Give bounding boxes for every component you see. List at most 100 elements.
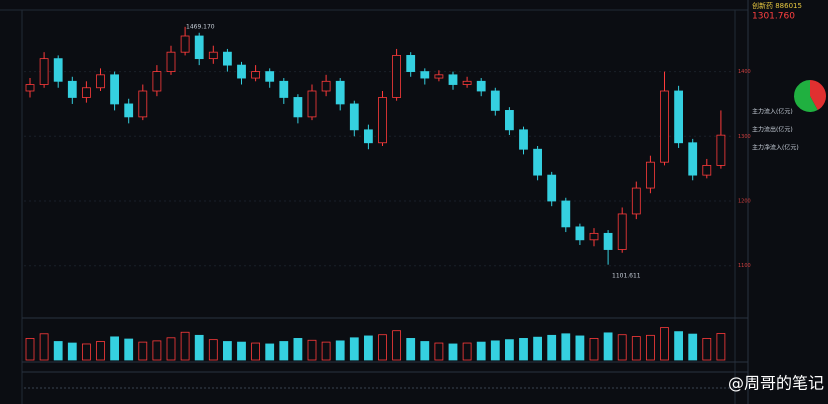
flow-out-label: 主力流出(亿元) bbox=[752, 126, 793, 134]
volume-bar bbox=[448, 343, 458, 361]
volume-bar bbox=[504, 339, 514, 361]
volume-bar bbox=[152, 340, 162, 361]
candle-body bbox=[533, 148, 542, 176]
candle-body bbox=[152, 71, 162, 92]
volume-bar bbox=[631, 336, 641, 361]
volume-bar bbox=[660, 327, 669, 361]
candle-body bbox=[660, 90, 669, 163]
volume-bar bbox=[265, 343, 275, 361]
volume-bar bbox=[420, 341, 430, 361]
candle-body bbox=[448, 74, 458, 85]
candle-body bbox=[349, 103, 359, 131]
candle-body bbox=[716, 134, 726, 166]
candle-body bbox=[138, 90, 148, 118]
volume-bar bbox=[166, 337, 176, 361]
volume-bar bbox=[519, 338, 528, 361]
candle-body bbox=[631, 187, 641, 215]
volume-bar bbox=[222, 341, 232, 361]
volume-bar bbox=[180, 331, 190, 361]
candle-body bbox=[166, 51, 176, 72]
candle-body bbox=[519, 129, 528, 150]
candle-body bbox=[251, 71, 261, 79]
candle-body bbox=[180, 35, 190, 53]
volume-bar bbox=[138, 341, 148, 361]
candle-body bbox=[124, 103, 134, 118]
stock-name: 创新药 886015 bbox=[752, 1, 802, 10]
volume-bar bbox=[25, 338, 35, 361]
candle-body bbox=[363, 129, 373, 144]
volume-bar bbox=[716, 333, 726, 361]
candle-body bbox=[434, 74, 444, 79]
volume-bar bbox=[194, 334, 204, 361]
high-annotation: 1469.170 bbox=[186, 24, 215, 31]
volume-bar bbox=[406, 338, 416, 361]
candle-body bbox=[575, 226, 585, 241]
volume-bar bbox=[39, 333, 49, 361]
volume-bar bbox=[476, 341, 486, 361]
candle-body bbox=[702, 165, 712, 176]
volume-bar bbox=[575, 335, 585, 361]
candle-body bbox=[674, 90, 683, 144]
volume-bar bbox=[124, 338, 134, 361]
candle-body bbox=[279, 80, 289, 98]
volume-bar bbox=[378, 334, 387, 361]
volume-bar bbox=[53, 341, 63, 361]
candle-body bbox=[25, 84, 35, 92]
volume-bar bbox=[462, 342, 472, 361]
volume-bar bbox=[67, 342, 77, 361]
flow-pie-slice bbox=[810, 80, 826, 111]
candle-body bbox=[53, 58, 63, 82]
volume-bar bbox=[335, 340, 345, 361]
volume-bar bbox=[490, 340, 500, 361]
candle-body bbox=[617, 213, 627, 250]
price-tick-label: 1300 bbox=[738, 134, 751, 140]
volume-bar bbox=[363, 335, 373, 361]
candle-body bbox=[547, 174, 557, 202]
candle-body bbox=[589, 232, 599, 241]
candle-body bbox=[504, 110, 514, 131]
candle-body bbox=[237, 64, 246, 79]
volume-bar bbox=[82, 343, 91, 361]
candle-body bbox=[378, 97, 387, 144]
volume-bar bbox=[702, 338, 712, 361]
candle-body bbox=[420, 71, 430, 79]
candle-body bbox=[646, 161, 655, 189]
candle-body bbox=[293, 97, 303, 118]
volume-bar bbox=[688, 333, 698, 361]
volume-bar bbox=[208, 339, 218, 361]
candle-body bbox=[96, 74, 105, 89]
volume-bar bbox=[96, 341, 105, 361]
flow-pie-slice bbox=[794, 80, 818, 112]
volume-bar bbox=[392, 330, 402, 361]
candle-body bbox=[603, 232, 613, 250]
volume-bar bbox=[561, 333, 571, 361]
volume-bar bbox=[110, 336, 119, 361]
volume-bar bbox=[603, 332, 613, 361]
volume-bar bbox=[321, 341, 331, 361]
volume-bar bbox=[307, 339, 317, 361]
volume-bar bbox=[674, 331, 683, 361]
candle-body bbox=[561, 200, 571, 228]
candle-body bbox=[476, 80, 486, 92]
volume-bar bbox=[646, 334, 655, 361]
flow-in-label: 主力流入(亿元) bbox=[752, 108, 793, 116]
stock-price: 1301.760 bbox=[752, 12, 795, 22]
candle-body bbox=[321, 80, 331, 92]
candle-body bbox=[208, 51, 218, 60]
candle-body bbox=[82, 87, 91, 98]
volume-bar bbox=[617, 334, 627, 361]
watermark: @周哥的笔记 bbox=[728, 374, 824, 393]
candle-body bbox=[307, 90, 317, 118]
volume-bar bbox=[547, 334, 557, 361]
price-tick-label: 1200 bbox=[738, 199, 751, 205]
candle-body bbox=[406, 55, 416, 72]
price-tick-label: 1100 bbox=[738, 263, 751, 269]
volume-bar bbox=[293, 338, 303, 361]
candle-body bbox=[194, 35, 204, 60]
candle-body bbox=[462, 80, 472, 85]
volume-bar bbox=[589, 338, 599, 361]
candle-body bbox=[392, 55, 402, 98]
candle-body bbox=[222, 51, 232, 66]
low-annotation: 1101.611 bbox=[612, 273, 641, 280]
